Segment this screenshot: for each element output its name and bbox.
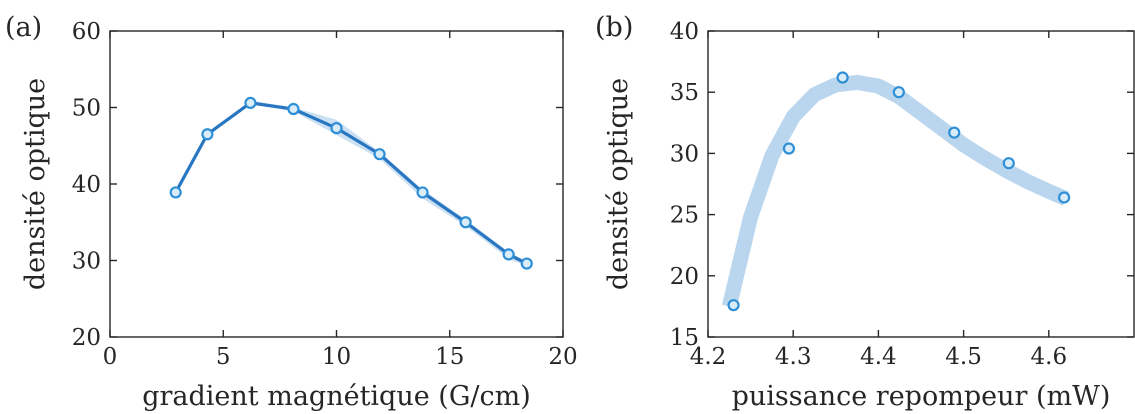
data-point xyxy=(1002,157,1015,170)
x-tick-label: 20 xyxy=(548,344,577,370)
axes-box xyxy=(109,30,564,338)
x-axis-label: puissance repompeur (mW) xyxy=(732,381,1111,412)
y-tick-label: 20 xyxy=(72,325,101,351)
y-tick-label: 20 xyxy=(670,264,699,290)
y-tick-label: 30 xyxy=(670,141,699,167)
plot-area xyxy=(169,96,533,270)
y-tick-label: 40 xyxy=(670,19,699,45)
data-point xyxy=(892,86,905,99)
panel-label: (b) xyxy=(595,12,633,43)
data-point xyxy=(459,216,472,229)
data-point xyxy=(727,299,740,312)
data-point xyxy=(287,102,300,116)
y-tick-label: 50 xyxy=(72,96,101,122)
panel-b: 4.2 4.3 4.4 4.5 4.6 15 20 25 30 35 40 puissance rep… xyxy=(595,12,1135,412)
y-tick-label: 25 xyxy=(670,203,699,229)
data-point xyxy=(373,148,386,161)
confidence-band xyxy=(175,100,527,266)
data-point xyxy=(836,71,849,84)
data-point xyxy=(330,122,343,135)
x-axis-label: gradient magnétique (G/cm) xyxy=(142,381,531,412)
y-axis-label: densité optique xyxy=(603,78,634,290)
y-tick-label: 40 xyxy=(72,172,101,198)
data-point xyxy=(201,128,214,141)
data-point xyxy=(416,186,429,199)
data-point xyxy=(169,186,182,199)
y-tick-label: 15 xyxy=(670,325,699,351)
data-point xyxy=(244,96,257,110)
data-point xyxy=(520,257,533,270)
fit-curve xyxy=(722,74,1069,309)
panel-a: 0 5 10 15 20 20 30 40 50 60 gradient magnétique (G… xyxy=(5,12,578,412)
axes-box xyxy=(707,30,1135,338)
data-point xyxy=(1058,191,1071,204)
y-tick-label: 35 xyxy=(670,80,699,106)
data-point xyxy=(502,248,515,261)
y-tick-label: 60 xyxy=(72,19,101,45)
x-tick-label: 5 xyxy=(216,344,231,370)
x-tick-label: 4.2 xyxy=(690,344,727,370)
x-tick-label: 0 xyxy=(103,344,118,370)
x-tick-label: 4.4 xyxy=(860,344,897,370)
data-point xyxy=(948,126,961,139)
y-axis-label: densité optique xyxy=(20,78,51,290)
x-tick-label: 4.6 xyxy=(1031,344,1068,370)
x-tick-label: 10 xyxy=(322,344,351,370)
x-tick-label: 4.3 xyxy=(775,344,812,370)
x-tick-label: 15 xyxy=(435,344,464,370)
panel-label: (a) xyxy=(5,12,42,43)
plot-area xyxy=(722,71,1071,312)
data-point xyxy=(782,142,796,155)
series-line xyxy=(174,101,528,265)
y-tick-label: 30 xyxy=(72,249,101,275)
x-tick-label: 4.5 xyxy=(945,344,982,370)
